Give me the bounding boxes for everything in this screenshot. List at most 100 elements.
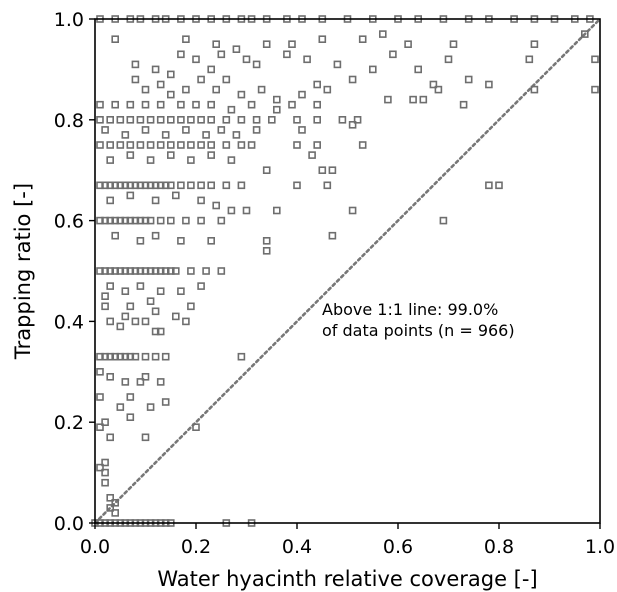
data-point	[304, 56, 310, 62]
data-point	[127, 152, 133, 158]
data-point	[112, 233, 118, 239]
data-point	[208, 117, 214, 123]
data-point	[314, 102, 320, 108]
annotation-line-1: Above 1:1 line: 99.0%	[322, 300, 498, 319]
data-point	[102, 480, 108, 486]
data-point	[370, 66, 376, 72]
data-point	[289, 102, 295, 108]
data-point	[410, 97, 416, 103]
data-point	[213, 203, 219, 209]
x-tick-label: 0.4	[282, 536, 312, 558]
data-point	[178, 51, 184, 57]
data-point	[496, 182, 502, 188]
data-point	[592, 87, 598, 93]
data-point	[112, 36, 118, 42]
data-point	[158, 142, 164, 148]
one-to-one-line	[95, 19, 600, 523]
data-point	[97, 117, 103, 123]
data-point	[324, 87, 330, 93]
data-point	[294, 117, 300, 123]
y-tick-label: 0.6	[54, 211, 84, 233]
data-point	[137, 238, 143, 244]
x-tick-label: 0.8	[484, 536, 514, 558]
data-point	[223, 117, 229, 123]
data-point	[198, 142, 204, 148]
data-point	[208, 238, 214, 244]
data-point	[274, 97, 280, 103]
data-point	[188, 268, 194, 274]
data-point	[168, 92, 174, 98]
x-axis-label: Water hyacinth relative coverage [-]	[157, 567, 537, 591]
data-point	[122, 132, 128, 138]
data-point	[107, 142, 113, 148]
data-point	[208, 182, 214, 188]
data-point	[143, 102, 149, 108]
data-point	[183, 318, 189, 324]
data-point	[198, 77, 204, 83]
data-point	[97, 369, 103, 375]
data-point	[107, 283, 113, 289]
data-point	[107, 374, 113, 380]
data-point	[592, 56, 598, 62]
data-point	[188, 117, 194, 123]
data-point	[238, 142, 244, 148]
data-point	[107, 157, 113, 163]
data-point	[178, 142, 184, 148]
data-point	[299, 92, 305, 98]
data-point	[127, 192, 133, 198]
data-point	[486, 82, 492, 88]
data-point	[127, 142, 133, 148]
data-point	[233, 46, 239, 52]
data-point	[420, 97, 426, 103]
data-point	[466, 77, 472, 83]
data-point	[319, 167, 325, 173]
data-point	[127, 394, 133, 400]
data-point	[122, 288, 128, 294]
data-point	[213, 41, 219, 47]
data-point	[143, 434, 149, 440]
data-point	[188, 303, 194, 309]
data-point	[117, 142, 123, 148]
data-point	[238, 354, 244, 360]
data-point	[198, 117, 204, 123]
data-point	[107, 434, 113, 440]
data-point	[173, 313, 179, 319]
data-point	[329, 167, 335, 173]
data-point	[218, 218, 224, 224]
data-point	[228, 107, 234, 113]
data-point	[158, 218, 164, 224]
data-point	[350, 77, 356, 83]
data-point	[380, 31, 386, 37]
data-point	[446, 56, 452, 62]
data-point	[274, 107, 280, 113]
data-point	[254, 117, 260, 123]
y-tick-label: 0.0	[54, 513, 84, 535]
data-point	[451, 41, 457, 47]
annotation-line-2: of data points (n = 966)	[322, 321, 515, 340]
data-point	[158, 117, 164, 123]
data-point	[339, 117, 345, 123]
data-point	[168, 117, 174, 123]
data-point	[107, 197, 113, 203]
data-point	[148, 157, 154, 163]
data-point	[168, 142, 174, 148]
y-tick-label: 0.2	[54, 412, 84, 434]
data-point	[148, 142, 154, 148]
data-point	[183, 36, 189, 42]
x-tick-label: 1.0	[585, 536, 615, 558]
data-point	[203, 268, 209, 274]
data-point	[461, 102, 467, 108]
data-point	[112, 102, 118, 108]
data-point	[238, 92, 244, 98]
data-point	[314, 142, 320, 148]
data-point	[198, 197, 204, 203]
data-point	[289, 41, 295, 47]
data-point	[153, 354, 159, 360]
x-tick-label: 0.2	[181, 536, 211, 558]
y-tick-label: 1.0	[54, 9, 84, 31]
data-point	[188, 142, 194, 148]
data-point	[350, 208, 356, 214]
data-point	[228, 208, 234, 214]
data-point	[198, 283, 204, 289]
data-point	[97, 102, 103, 108]
